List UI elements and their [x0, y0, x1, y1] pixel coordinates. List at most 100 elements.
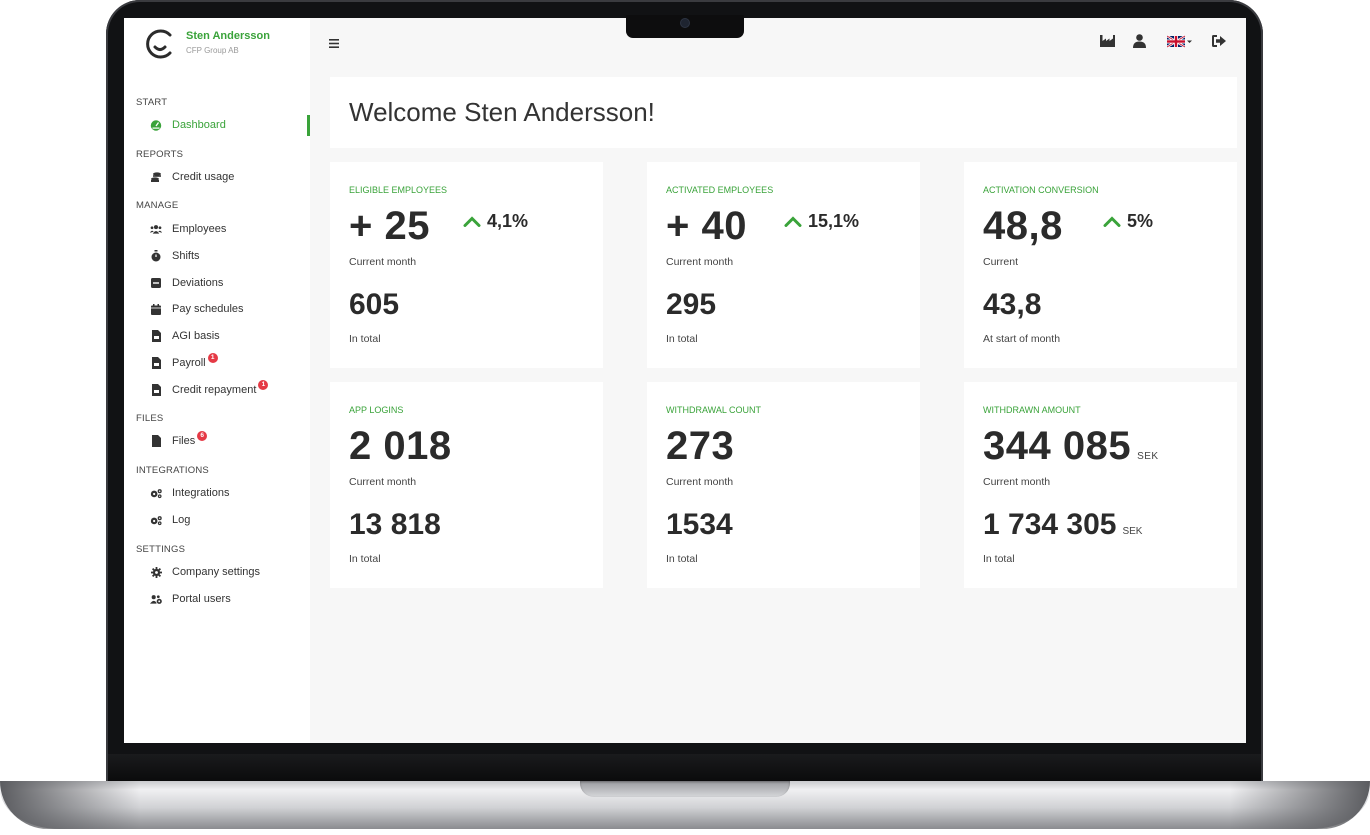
user-icon[interactable]: [1133, 34, 1149, 50]
card-total-value: 295: [666, 288, 717, 321]
card-value: + 40: [666, 204, 747, 248]
sidebar-item-dashboard[interactable]: Dashboard: [150, 116, 226, 134]
minus-square-icon: [150, 277, 162, 289]
notification-badge: 6: [197, 431, 208, 441]
section-files: FILES: [136, 413, 164, 424]
sidebar-item-agi-basis[interactable]: AGI basis: [150, 327, 220, 345]
sidebar-item-label: Portal users: [172, 593, 231, 605]
card-sub-label: Current month: [666, 476, 734, 488]
sidebar-item-credit-usage[interactable]: Credit usage: [150, 168, 234, 186]
amount-value: 344 085: [983, 424, 1132, 468]
sidebar-item-label: Employees: [172, 223, 227, 235]
cogs-icon: [150, 514, 162, 526]
card-value: 344 085 SEK: [983, 424, 1159, 469]
trend-indicator: 15,1%: [784, 211, 859, 232]
card-sub-label: Current month: [983, 476, 1051, 488]
card-label: ELIGIBLE EMPLOYEES: [349, 185, 448, 195]
uk-flag-icon[interactable]: [1166, 34, 1193, 50]
file-invoice-icon: [150, 357, 162, 369]
card-total-label: At start of month: [983, 333, 1061, 345]
sidebar-item-label: Dashboard: [172, 119, 226, 131]
section-manage: MANAGE: [136, 200, 179, 211]
card-label: ACTIVATED EMPLOYEES: [666, 185, 774, 195]
dashboard-icon: [150, 119, 162, 131]
card-total-label: In total: [349, 553, 381, 565]
trend-indicator: 4,1%: [463, 211, 528, 232]
sidebar-item-label: Deviations: [172, 277, 224, 289]
card-activated-employees: ACTIVATED EMPLOYEES + 40 15,1% Current m…: [647, 162, 920, 368]
trend-value: 5%: [1127, 211, 1154, 231]
chevron-up-icon: [784, 216, 802, 227]
card-app-logins: APP LOGINS 2 018 Current month 13 818 In…: [330, 382, 603, 588]
card-total-label: In total: [666, 333, 698, 345]
card-eligible-employees: ELIGIBLE EMPLOYEES + 25 4,1% Current mon…: [330, 162, 603, 368]
calendar-icon: [150, 303, 162, 315]
stopwatch-icon: [150, 250, 162, 262]
sidebar-item-log[interactable]: Log: [150, 511, 190, 529]
card-value: 273: [666, 424, 735, 468]
card-withdrawal-count: WITHDRAWAL COUNT 273 Current month 1534 …: [647, 382, 920, 588]
chevron-up-icon: [1103, 216, 1121, 227]
industry-icon[interactable]: [1100, 34, 1116, 50]
top-bar: [310, 18, 1246, 70]
sidebar-item-label: Payroll: [172, 357, 206, 369]
menu-icon[interactable]: [329, 36, 339, 51]
company-name: CFP Group AB: [186, 46, 239, 55]
card-total-label: In total: [349, 333, 381, 345]
card-total-label: In total: [666, 553, 698, 565]
sidebar-item-portal-users[interactable]: Portal users: [150, 590, 231, 608]
laptop-opening-notch: [580, 781, 790, 797]
sidebar-item-label: Company settings: [172, 566, 261, 578]
card-total-value: 43,8: [983, 288, 1042, 321]
sidebar-item-label: AGI basis: [172, 330, 220, 342]
section-start: START: [136, 97, 168, 108]
section-reports: REPORTS: [136, 149, 184, 160]
card-total-value: 13 818: [349, 508, 441, 541]
sidebar-item-label: Pay schedules: [172, 303, 244, 315]
sidebar-item-shifts[interactable]: Shifts: [150, 247, 200, 265]
sidebar-item-company-settings[interactable]: Company settings: [150, 563, 260, 581]
sidebar-item-label: Shifts: [172, 250, 200, 262]
page-title: Welcome Sten Andersson!: [349, 97, 655, 127]
sidebar-item-integrations[interactable]: Integrations: [150, 484, 229, 502]
card-value: + 25: [349, 204, 430, 248]
sidebar-item-pay-schedules[interactable]: Pay schedules: [150, 300, 244, 318]
laptop-chin: [108, 754, 1261, 781]
card-label: ACTIVATION CONVERSION: [983, 185, 1099, 195]
webcam-icon: [680, 18, 690, 28]
currency-unit: SEK: [1137, 451, 1159, 462]
welcome-panel: Welcome Sten Andersson!: [330, 77, 1237, 148]
card-total-value: 1534: [666, 508, 733, 541]
card-total-label: In total: [983, 553, 1015, 565]
app-screen: Sten Andersson CFP Group AB START Dashbo…: [124, 18, 1246, 743]
sidebar-item-label: Credit repayment: [172, 384, 257, 396]
trend-value: 15,1%: [808, 211, 860, 231]
card-value: 2 018: [349, 424, 452, 468]
notification-badge: 1: [207, 353, 218, 363]
users-cog-icon: [150, 593, 162, 605]
sidebar-item-employees[interactable]: Employees: [150, 220, 226, 238]
sidebar-item-files[interactable]: Files 6: [150, 431, 208, 450]
company-logo: [146, 29, 172, 59]
sidebar-item-label: Files: [172, 435, 196, 447]
section-settings: SETTINGS: [136, 544, 186, 555]
section-integrations: INTEGRATIONS: [136, 465, 209, 476]
sidebar-item-payroll[interactable]: Payroll 1: [150, 353, 218, 372]
card-withdrawn-amount: WITHDRAWN AMOUNT 344 085 SEK Current mont…: [964, 382, 1237, 588]
card-activation-conversion: ACTIVATION CONVERSION 48,8 5% Current 43…: [964, 162, 1237, 368]
trend-indicator: 5%: [1103, 211, 1153, 232]
file-invoice-icon: [150, 330, 162, 342]
cogs-icon: [150, 487, 162, 499]
card-value: 48,8: [983, 204, 1063, 248]
users-icon: [150, 223, 162, 235]
card-label: WITHDRAWAL COUNT: [666, 405, 761, 415]
sidebar: Sten Andersson CFP Group AB START Dashbo…: [124, 18, 310, 743]
notification-badge: 1: [258, 380, 269, 390]
chevron-up-icon: [463, 216, 481, 227]
sidebar-item-deviations[interactable]: Deviations: [150, 274, 223, 292]
active-indicator: [307, 115, 310, 136]
card-sub-label: Current month: [349, 256, 417, 268]
logout-icon[interactable]: [1212, 34, 1228, 50]
card-total-value: 1 734 305 SEK: [983, 508, 1142, 542]
sidebar-item-credit-repayment[interactable]: Credit repayment 1: [150, 380, 269, 399]
